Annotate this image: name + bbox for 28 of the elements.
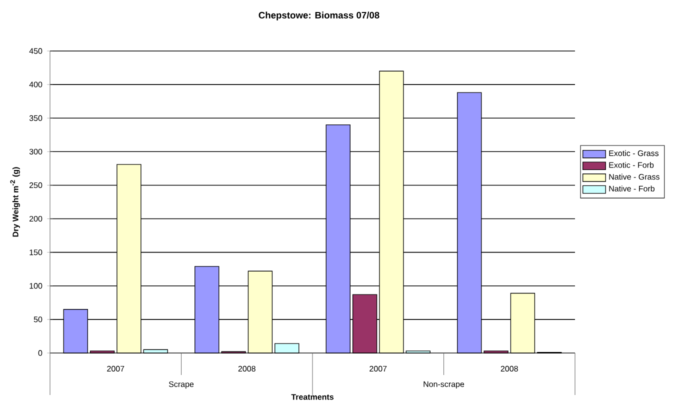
bar <box>143 349 168 354</box>
bar <box>90 350 115 354</box>
y-tick-label: 200 <box>30 216 42 222</box>
chart-title: Chepstowe: Biomass 07/08 <box>258 12 380 20</box>
bar <box>274 343 300 354</box>
y-tick-label: 400 <box>29 82 42 88</box>
y-axis-title: Dry Weight m$^{-2}$ (g) <box>10 167 20 237</box>
y-tick-label: 150 <box>30 249 42 256</box>
x-tick-label: 2007 <box>107 366 124 372</box>
y-tick-label: 50 <box>34 316 42 322</box>
legend-label: Native - Forb <box>609 186 654 192</box>
legend-label: Native - Grass <box>609 174 660 180</box>
y-tick-label: 300 <box>29 148 42 154</box>
bar <box>484 350 508 354</box>
legend-label: Exotic - Forb <box>609 162 654 168</box>
legend-label: Exotic - Grass <box>609 150 659 156</box>
y-tick-label: 350 <box>29 115 42 121</box>
x-tick-label: 2008 <box>500 366 518 372</box>
text: Non-scrape <box>424 381 464 389</box>
x-axis-title: Treatments <box>291 394 334 400</box>
text: Scrape <box>168 381 194 389</box>
x-tick-label: 2008 <box>238 366 256 372</box>
y-tick-label: 450 <box>29 48 42 54</box>
x-tick-label: 2007 <box>370 366 387 372</box>
y-tick-label: 0 <box>38 350 42 356</box>
bar <box>406 350 430 354</box>
y-tick-label: 100 <box>30 283 42 289</box>
y-tick-label: 250 <box>30 182 42 188</box>
